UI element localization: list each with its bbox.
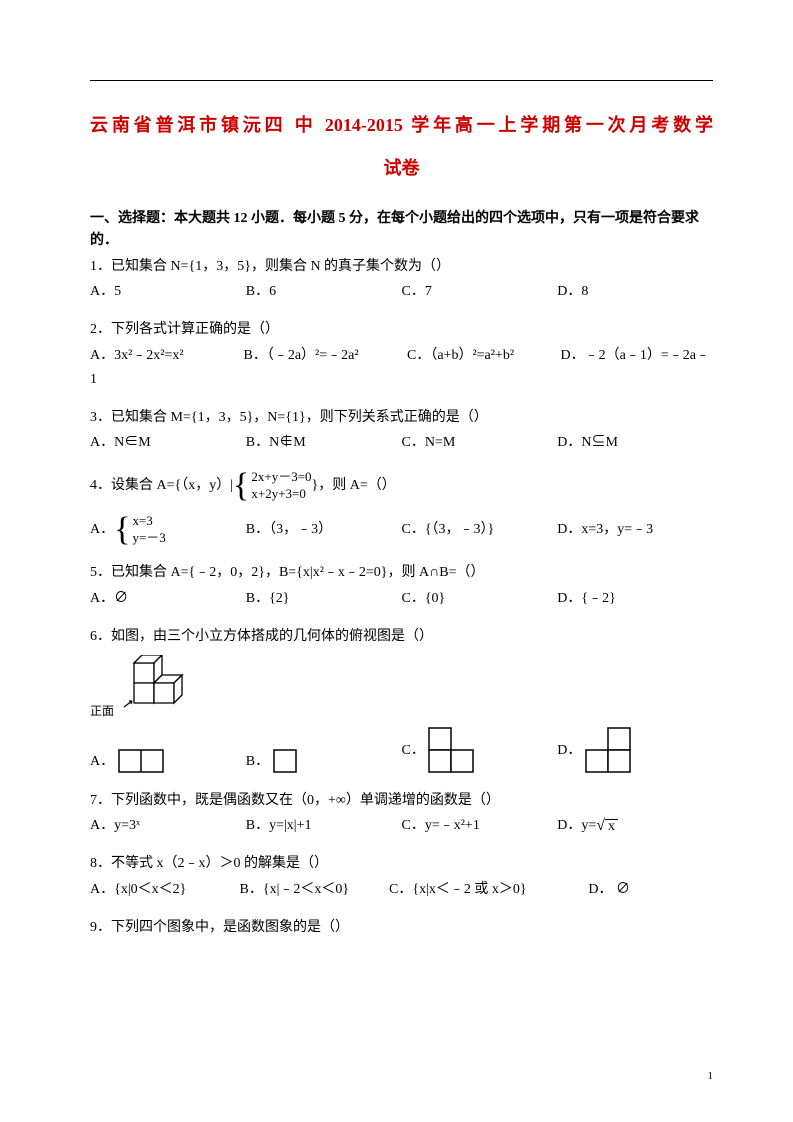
q7-d-sqrt: x xyxy=(605,819,618,834)
q1-opt-d: D．8 xyxy=(557,280,713,304)
q4-opt-a-eqs: x=3 y=－3 xyxy=(132,513,165,547)
q2-stem: 2．下列各式计算正确的是（） xyxy=(90,318,713,342)
q1-options: A．5 B．6 C．7 D．8 xyxy=(90,280,713,304)
q2-options: A．3x²﹣2x²=x² B．（﹣2a）²=﹣2a² C．（a+b）²=a²+b… xyxy=(90,344,713,392)
q6-front-label: 正面 xyxy=(90,702,114,719)
page-number: 1 xyxy=(708,1070,714,1082)
q8-stem: 8．不等式 x（2﹣x）＞0 的解集是（） xyxy=(90,852,713,876)
question-8: 8．不等式 x（2﹣x）＞0 的解集是（） A．{x|0＜x＜2} B．{x|﹣… xyxy=(90,852,713,902)
q4-stem-pre: 4．设集合 A={（x，y）| xyxy=(90,474,233,498)
q3-opt-d: D．N⊆M xyxy=(557,431,713,455)
q5-opt-c: C．{0} xyxy=(402,587,558,611)
question-4: 4．设集合 A={（x，y）| { 2x+y－3=0 x+2y+3=0 }，则 … xyxy=(90,469,713,547)
q7-stem: 7．下列函数中，既是偶函数又在（0，+∞）单调递增的函数是（） xyxy=(90,789,713,813)
q6-opt-a: A． xyxy=(90,749,246,775)
exam-title-line2: 试卷 xyxy=(90,154,713,180)
sqrt-icon: √x xyxy=(596,819,618,834)
q1-opt-c: C．7 xyxy=(402,280,558,304)
q6-d-shape-icon xyxy=(585,727,633,775)
q7-opt-b: B．y=|x|+1 xyxy=(246,814,402,838)
exam-page: 云南省普洱市镇沅四 中 2014-2015 学年高一上学期第一次月考数学 试卷 … xyxy=(0,0,793,994)
q4-eq2: x+2y+3=0 xyxy=(251,486,311,503)
q5-opt-b: B．{2} xyxy=(246,587,402,611)
q3-options: A．N∈M B．N∉M C．N=M D．N⊆M xyxy=(90,431,713,455)
q8-opt-c: C．{x|x＜﹣2 或 x＞0} xyxy=(389,878,588,902)
question-9: 9．下列四个图象中，是函数图象的是（） xyxy=(90,916,713,940)
q4-opt-a-brace: { x=3 y=－3 xyxy=(114,513,166,547)
q3-stem: 3．已知集合 M={1，3，5}，N={1}，则下列关系式正确的是（） xyxy=(90,406,713,430)
q6-b-shape-icon xyxy=(273,749,299,775)
q6-c-shape-icon xyxy=(428,727,476,775)
q6-c-label: C． xyxy=(402,743,425,758)
q4-opt-d: D．x=3，y=﹣3 xyxy=(557,518,713,542)
header-rule xyxy=(90,80,713,81)
q8-opt-b: B．{x|﹣2＜x＜0} xyxy=(240,878,390,902)
q3-opt-b: B．N∉M xyxy=(246,431,402,455)
q7-opt-c: C．y=﹣x²+1 xyxy=(402,814,558,838)
q7-opt-a: A．y=3ˣ xyxy=(90,814,246,838)
q6-b-label: B． xyxy=(246,754,269,769)
q7-options: A．y=3ˣ B．y=|x|+1 C．y=﹣x²+1 D．y=√x xyxy=(90,814,713,838)
q4-equations: 2x+y－3=0 x+2y+3=0 xyxy=(251,469,311,503)
cube-figure-icon xyxy=(122,655,192,715)
q4-a-eq2: y=－3 xyxy=(132,530,165,547)
brace-icon: { xyxy=(114,513,130,547)
q4-opt-a: A． { x=3 y=－3 xyxy=(90,513,246,547)
q5-opt-d: D．{﹣2} xyxy=(557,587,713,611)
section-1-heading: 一、选择题：本大题共 12 小题．每小题 5 分，在每个小题给出的四个选项中，只… xyxy=(90,208,713,253)
q2-opt-b: B．（﹣2a）²=﹣2a² xyxy=(244,344,404,368)
q6-opt-b: B． xyxy=(246,749,402,775)
q1-opt-b: B．6 xyxy=(246,280,402,304)
question-3: 3．已知集合 M={1，3，5}，N={1}，则下列关系式正确的是（） A．N∈… xyxy=(90,406,713,456)
q8-opt-a: A．{x|0＜x＜2} xyxy=(90,878,240,902)
q6-d-label: D． xyxy=(557,743,581,758)
q4-opt-a-pre: A． xyxy=(90,518,114,542)
q8-options: A．{x|0＜x＜2} B．{x|﹣2＜x＜0} C．{x|x＜﹣2 或 x＞0… xyxy=(90,878,713,902)
q1-opt-a: A．5 xyxy=(90,280,246,304)
q3-opt-a: A．N∈M xyxy=(90,431,246,455)
q6-opt-c: C． xyxy=(402,727,558,775)
q5-stem: 5．已知集合 A={﹣2，0，2}，B={x|x²﹣x﹣2=0}，则 A∩B=（… xyxy=(90,561,713,585)
q7-d-pre: D．y= xyxy=(557,818,596,833)
q5-opt-a: A．∅ xyxy=(90,587,246,611)
brace-icon: { xyxy=(233,469,249,503)
q4-brace: { 2x+y－3=0 x+2y+3=0 xyxy=(233,469,312,503)
q4-opt-c: C．{（3，﹣3）} xyxy=(402,518,558,542)
q2-opt-c: C．（a+b）²=a²+b² xyxy=(407,344,557,368)
exam-title-line1: 云南省普洱市镇沅四 中 2014-2015 学年高一上学期第一次月考数学 xyxy=(90,111,713,140)
q6-a-label: A． xyxy=(90,754,114,769)
q6-options: A． B． C． D． xyxy=(90,727,713,775)
q4-opt-b: B．（3，﹣3） xyxy=(246,518,402,542)
q5-options: A．∅ B．{2} C．{0} D．{﹣2} xyxy=(90,587,713,611)
q2-opt-a: A．3x²﹣2x²=x² xyxy=(90,344,240,368)
q1-stem: 1．已知集合 N={1，3，5}，则集合 N 的真子集个数为（） xyxy=(90,255,713,279)
q6-stem: 6．如图，由三个小立方体搭成的几何体的俯视图是（） xyxy=(90,625,713,649)
q4-options: A． { x=3 y=－3 B．（3，﹣3） C．{（3，﹣3）} D．x=3，… xyxy=(90,513,713,547)
question-1: 1．已知集合 N={1，3，5}，则集合 N 的真子集个数为（） A．5 B．6… xyxy=(90,255,713,305)
question-7: 7．下列函数中，既是偶函数又在（0，+∞）单调递增的函数是（） A．y=3ˣ B… xyxy=(90,789,713,839)
q3-opt-c: C．N=M xyxy=(402,431,558,455)
question-2: 2．下列各式计算正确的是（） A．3x²﹣2x²=x² B．（﹣2a）²=﹣2a… xyxy=(90,318,713,391)
q6-a-shape-icon xyxy=(118,749,166,775)
q4-stem-post: }，则 A=（） xyxy=(312,474,396,498)
question-6: 6．如图，由三个小立方体搭成的几何体的俯视图是（） 正面 xyxy=(90,625,713,775)
q7-opt-d: D．y=√x xyxy=(557,814,713,838)
q4-stem: 4．设集合 A={（x，y）| { 2x+y－3=0 x+2y+3=0 }，则 … xyxy=(90,469,713,503)
q6-opt-d: D． xyxy=(557,727,713,775)
q6-figure: 正面 xyxy=(90,651,713,719)
q9-stem: 9．下列四个图象中，是函数图象的是（） xyxy=(90,916,713,940)
q4-eq1: 2x+y－3=0 xyxy=(251,469,311,486)
q8-opt-d: D． ∅ xyxy=(588,878,713,902)
q4-a-eq1: x=3 xyxy=(132,513,165,530)
question-5: 5．已知集合 A={﹣2，0，2}，B={x|x²﹣x﹣2=0}，则 A∩B=（… xyxy=(90,561,713,611)
